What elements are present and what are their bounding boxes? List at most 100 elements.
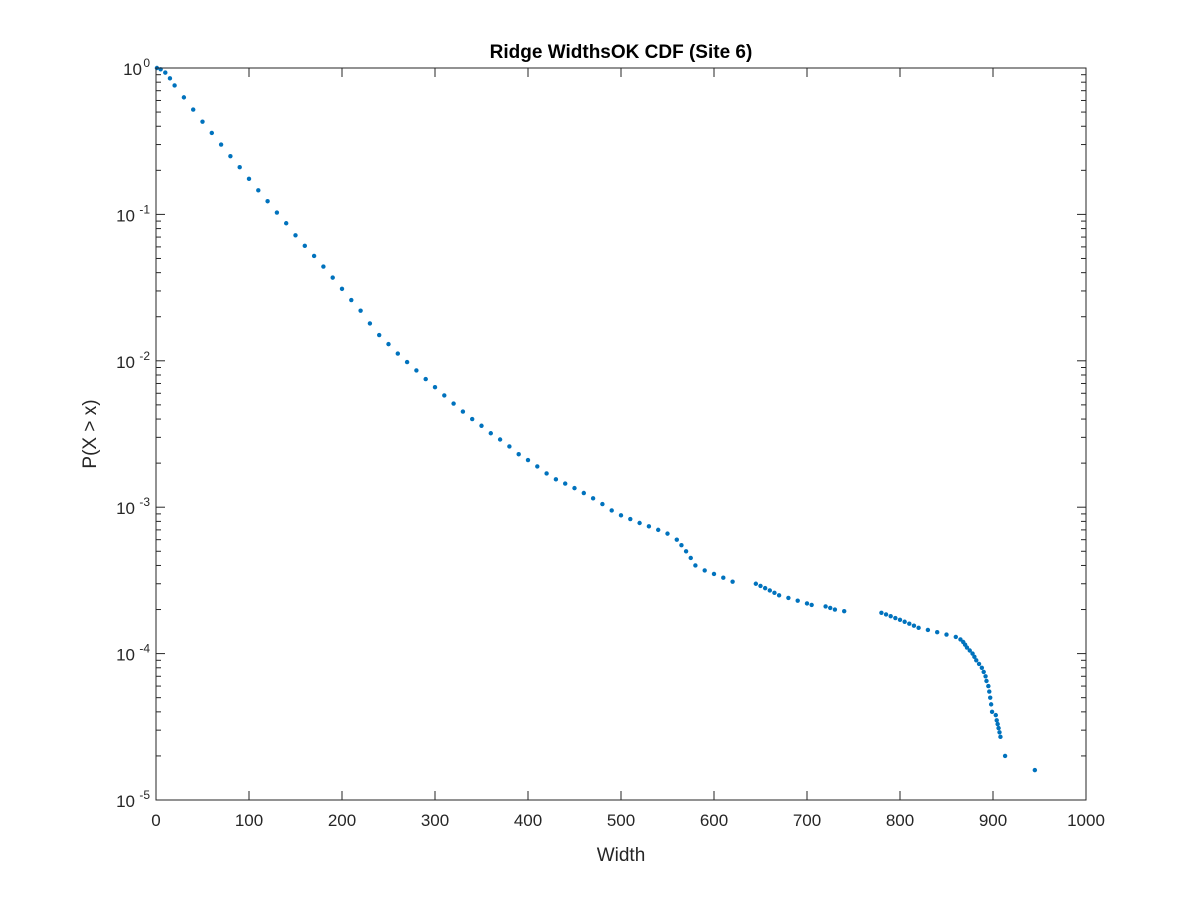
x-tick-label: 500: [607, 811, 635, 830]
data-point: [935, 630, 940, 635]
data-point: [274, 210, 280, 215]
data-point: [730, 579, 735, 584]
data-point: [497, 437, 503, 442]
data-point: [911, 623, 917, 628]
data-point: [970, 651, 975, 656]
data-point: [167, 76, 173, 81]
data-point: [339, 286, 345, 292]
data-point: [925, 627, 931, 633]
axis-ticks: [155, 67, 1087, 801]
data-point: [423, 376, 428, 382]
data-point: [656, 527, 661, 533]
data-point: [984, 678, 989, 684]
data-point: [367, 321, 373, 326]
x-tick-label: 400: [514, 811, 542, 830]
data-point: [330, 275, 335, 280]
data-point: [665, 531, 670, 536]
data-point: [688, 555, 693, 561]
x-tick-label: 200: [328, 811, 356, 830]
data-point: [986, 683, 991, 689]
x-tick-label: 700: [793, 811, 821, 830]
data-point: [994, 718, 999, 723]
data-point: [964, 645, 970, 650]
data-point: [637, 520, 642, 526]
data-point: [842, 608, 847, 614]
data-point: [996, 725, 1001, 731]
data-point: [997, 730, 1002, 735]
x-axis-label: Width: [597, 845, 646, 866]
data-point: [284, 221, 289, 226]
data-point: [958, 637, 963, 642]
data-point: [711, 571, 717, 577]
x-tick-label: 600: [700, 811, 728, 830]
data-point: [1032, 767, 1038, 773]
data-point: [987, 689, 992, 694]
data-point: [442, 393, 447, 398]
data-point: [432, 385, 438, 390]
data-point: [993, 712, 998, 718]
data-point: [795, 598, 800, 603]
data-point: [974, 658, 979, 663]
data-point: [832, 607, 838, 612]
x-tick-label: 800: [886, 811, 914, 830]
data-point: [265, 199, 270, 204]
data-point: [581, 490, 586, 496]
data-point: [209, 130, 214, 136]
data-point: [916, 625, 921, 631]
data-point: [988, 695, 993, 700]
data-point: [776, 593, 782, 598]
data-point: [995, 721, 1000, 727]
data-point: [976, 661, 982, 667]
data-point: [163, 70, 168, 75]
data-point: [893, 615, 898, 621]
y-tick-base: 10: [116, 499, 135, 518]
data-point: [879, 610, 884, 615]
data-point: [897, 617, 903, 623]
data-point: [988, 702, 994, 707]
data-point: [828, 605, 833, 611]
y-tick-base: 10: [116, 646, 135, 665]
data-point: [907, 621, 912, 626]
data-point: [256, 188, 261, 193]
x-tick-label: 300: [421, 811, 449, 830]
data-point: [404, 359, 410, 365]
data-point: [600, 501, 605, 507]
data-point: [979, 665, 985, 670]
data-point: [679, 543, 684, 548]
data-point: [693, 563, 698, 568]
data-point: [953, 634, 958, 640]
y-tick-base: 10: [116, 206, 135, 225]
y-tick-base: 10: [116, 792, 135, 811]
y-tick-exponent: -2: [139, 349, 150, 363]
data-point: [460, 409, 466, 414]
data-point: [883, 612, 889, 617]
data-point: [758, 583, 763, 589]
data-point: [218, 142, 224, 147]
y-tick-exponent: -5: [139, 788, 150, 802]
data-point: [702, 568, 707, 573]
data-point: [507, 444, 512, 449]
data-point: [470, 416, 475, 422]
data-point: [302, 243, 307, 249]
data-point: [981, 669, 986, 675]
chart-title: Ridge WidthsOK CDF (Site 6): [490, 42, 753, 63]
data-point: [628, 516, 633, 522]
data-point: [553, 477, 559, 482]
data-point: [609, 508, 614, 513]
data-point: [674, 537, 679, 542]
plot-area: [156, 68, 1086, 800]
data-point: [902, 619, 907, 624]
data-point: [395, 351, 400, 356]
x-tick-label: 900: [979, 811, 1007, 830]
data-point: [618, 513, 624, 518]
y-tick-exponent: -1: [139, 202, 150, 216]
data-point: [767, 588, 772, 593]
data-point: [983, 674, 988, 679]
data-point: [646, 524, 652, 529]
data-point: [525, 457, 531, 463]
data-point: [753, 581, 759, 586]
data-point: [772, 590, 777, 596]
data-point: [358, 308, 363, 313]
